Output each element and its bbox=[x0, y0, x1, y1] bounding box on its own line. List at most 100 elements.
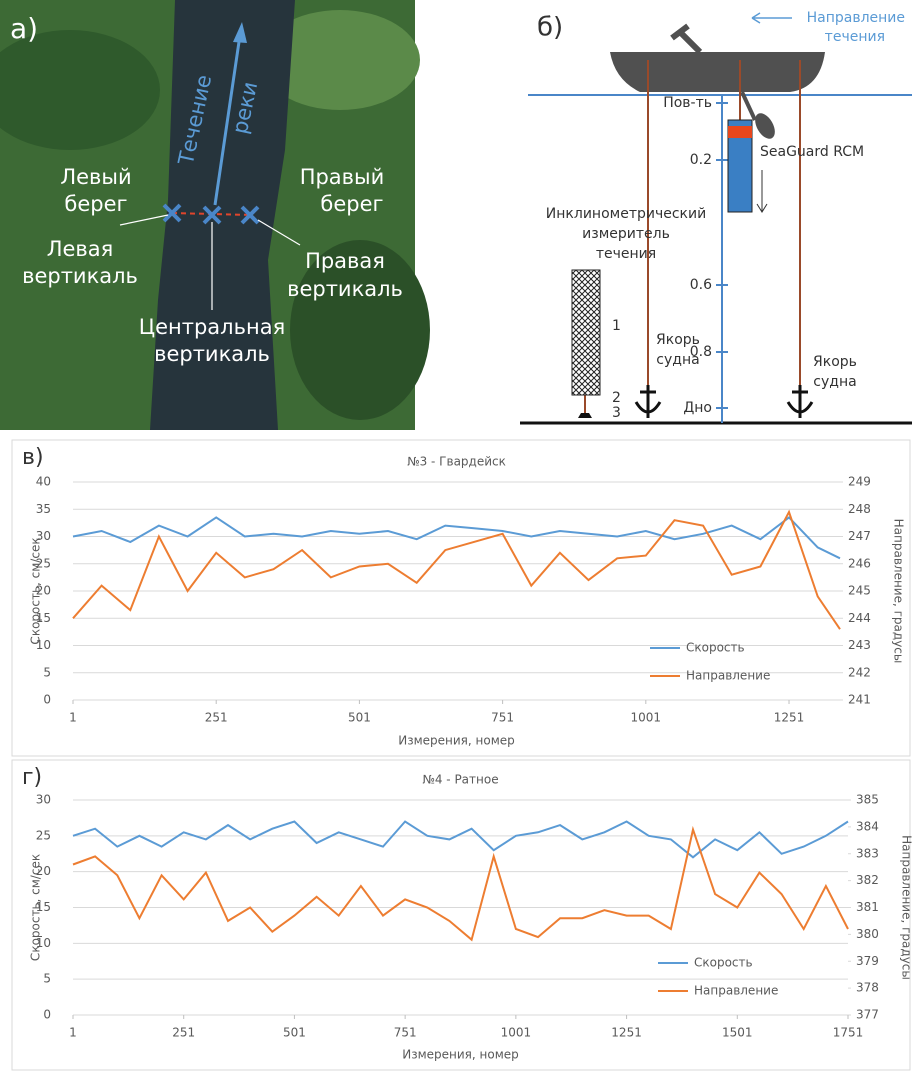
legend-label: Направление bbox=[686, 669, 770, 683]
x-axis-title: Измерения, номер bbox=[402, 1048, 519, 1062]
depth-label: 0.6 bbox=[690, 277, 712, 293]
ropes bbox=[584, 60, 801, 415]
panel-label: в) bbox=[22, 445, 44, 470]
y-tick-label: 20 bbox=[36, 584, 51, 598]
chart-frame bbox=[11, 439, 911, 757]
depth-ticks bbox=[716, 102, 728, 409]
x-tick-label: 1 bbox=[69, 711, 77, 725]
inclinometer-base bbox=[578, 413, 592, 418]
y-tick-label: 25 bbox=[36, 828, 51, 842]
y2-axis-title: Направление, градусы bbox=[900, 835, 912, 980]
y2-tick-label: 245 bbox=[848, 584, 871, 598]
satellite-panel: Течение реки а) Левый берег Правый берег… bbox=[0, 0, 430, 430]
y2-tick-label: 378 bbox=[856, 981, 879, 995]
paddle bbox=[740, 91, 757, 121]
y2-tick-label: 248 bbox=[848, 502, 871, 516]
vertical-label: Правая bbox=[305, 249, 385, 273]
y-axis-title: Скорость, см/сек bbox=[29, 537, 43, 644]
x-tick-label: 501 bbox=[348, 711, 371, 725]
y-tick-label: 15 bbox=[36, 900, 51, 914]
left-vertical-mark bbox=[162, 203, 182, 223]
part-label: 2 bbox=[612, 390, 621, 406]
y-tick-label: 30 bbox=[36, 793, 51, 807]
series-line bbox=[72, 825, 849, 942]
bank-label: берег bbox=[320, 192, 383, 216]
anchor-label: судна bbox=[656, 352, 699, 368]
x-tick-label: 1751 bbox=[833, 1026, 864, 1040]
part-label: 3 bbox=[612, 405, 621, 421]
flow-arrow bbox=[213, 34, 242, 206]
depth-label: 0.8 bbox=[690, 344, 712, 360]
series-line bbox=[72, 820, 849, 859]
y2-tick-label: 379 bbox=[856, 954, 879, 968]
vertical-label: вертикаль bbox=[287, 277, 403, 301]
y2-axis-title: Направление, градусы bbox=[892, 519, 906, 664]
chart-frame bbox=[11, 759, 911, 1071]
anchor-label: судна bbox=[813, 374, 856, 390]
legend-label: Скорость bbox=[686, 641, 745, 655]
depth-label: 0.2 bbox=[690, 152, 712, 168]
inclinometer-label: измеритель bbox=[582, 226, 670, 242]
x-tick-label: 251 bbox=[172, 1026, 195, 1040]
boat bbox=[610, 52, 825, 92]
x-tick-label: 1251 bbox=[611, 1026, 642, 1040]
chart-title: №3 - Гвардейск bbox=[407, 455, 506, 469]
forest bbox=[290, 240, 430, 420]
seaguard-sensor bbox=[728, 126, 752, 138]
sink-arrow bbox=[756, 170, 768, 213]
oar bbox=[670, 23, 703, 55]
y-tick-label: 35 bbox=[36, 502, 51, 516]
y2-tick-label: 247 bbox=[848, 529, 871, 543]
river bbox=[150, 0, 295, 430]
x-tick-label: 1001 bbox=[501, 1026, 532, 1040]
x-tick-label: 751 bbox=[491, 711, 514, 725]
depth-label: Пов-ть bbox=[663, 95, 712, 111]
y2-tick-label: 383 bbox=[856, 846, 879, 860]
bank-label: Правый bbox=[300, 165, 385, 189]
y2-tick-label: 385 bbox=[856, 793, 879, 807]
y2-tick-label: 241 bbox=[848, 693, 871, 707]
flow-arrow bbox=[751, 12, 792, 24]
y2-tick-label: 244 bbox=[848, 611, 871, 625]
meadow bbox=[260, 10, 420, 110]
series-line bbox=[72, 516, 841, 560]
x-tick-label: 251 bbox=[205, 711, 228, 725]
y2-tick-label: 246 bbox=[848, 556, 871, 570]
anchor-label: Якорь bbox=[813, 354, 857, 370]
flow-direction: течения bbox=[825, 29, 885, 45]
y-tick-label: 10 bbox=[36, 638, 51, 652]
vertical-label: Центральная bbox=[139, 315, 285, 339]
y-tick-label: 0 bbox=[43, 1008, 51, 1022]
chart-title: №4 - Ратное bbox=[422, 773, 498, 787]
leaders bbox=[119, 214, 301, 310]
x-axis-title: Измерения, номер bbox=[398, 734, 515, 748]
legend-label: Скорость bbox=[694, 956, 753, 970]
legend-label: Направление bbox=[694, 984, 778, 998]
part-label: 1 bbox=[612, 318, 621, 334]
paddle-blade bbox=[755, 113, 775, 139]
y2-tick-label: 242 bbox=[848, 665, 871, 679]
x-tick-label: 1501 bbox=[722, 1026, 753, 1040]
panel-label: а) bbox=[10, 12, 38, 45]
forest bbox=[0, 30, 160, 150]
vertical-label: вертикаль bbox=[154, 342, 270, 366]
center-vertical-mark bbox=[202, 205, 222, 225]
anchor bbox=[786, 385, 814, 418]
y2-tick-label: 384 bbox=[856, 819, 879, 833]
y-tick-label: 5 bbox=[43, 972, 51, 986]
x-tick-label: 1251 bbox=[774, 711, 805, 725]
right-vertical-mark bbox=[240, 205, 260, 225]
series-line bbox=[72, 509, 841, 630]
y2-tick-label: 249 bbox=[848, 475, 871, 489]
y2-tick-label: 380 bbox=[856, 927, 879, 941]
y2-tick-label: 377 bbox=[856, 1008, 879, 1022]
depth-label: Дно bbox=[683, 400, 712, 416]
setup-diagram: б) Направление течения Пов-ть 0.2 0.6 0.… bbox=[520, 10, 912, 425]
y2-tick-label: 381 bbox=[856, 900, 879, 914]
flow-direction: Направление bbox=[807, 10, 905, 26]
x-tick-label: 501 bbox=[283, 1026, 306, 1040]
anchor-label: Якорь bbox=[656, 332, 700, 348]
y-tick-label: 10 bbox=[36, 936, 51, 950]
